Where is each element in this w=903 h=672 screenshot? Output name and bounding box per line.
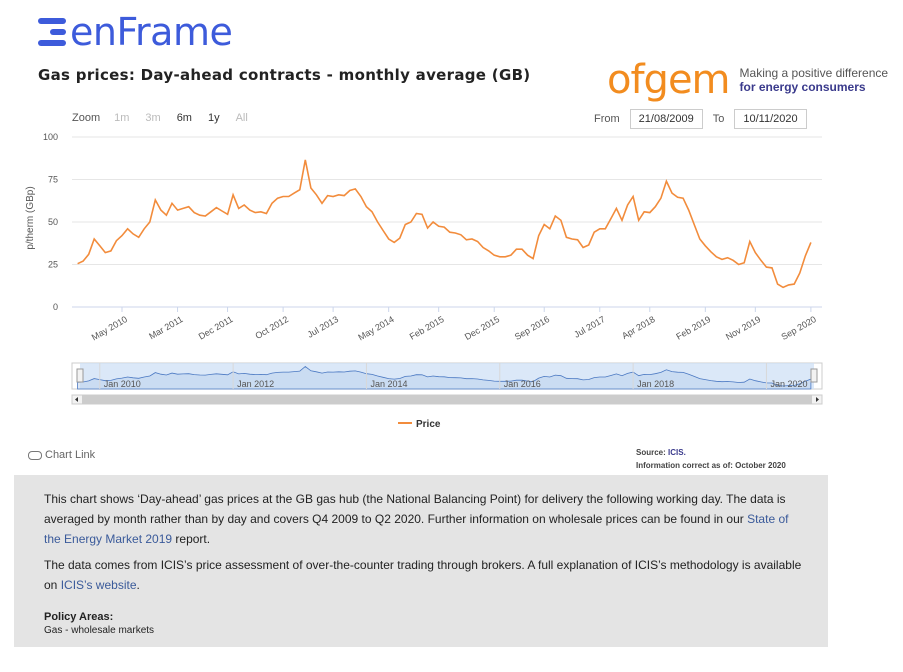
from-date-input[interactable]: 21/08/2009 (629, 109, 703, 129)
description-panel: This chart shows ‘Day-ahead’ gas prices … (14, 475, 828, 647)
y-tick-label: 100 (43, 132, 58, 142)
icis-website-link[interactable]: ICIS’s website (60, 578, 137, 592)
navigator-scrollbar-thumb[interactable] (82, 395, 812, 404)
y-tick-label: 0 (53, 302, 58, 312)
navigator[interactable]: Jan 2010 Jan 2012 Jan 2014 Jan 2016 Jan 2018… (71, 362, 823, 405)
x-tick-label: Feb 2015 (408, 314, 446, 342)
x-tick-label: Oct 2012 (253, 314, 290, 341)
x-tick-label: Nov 2019 (724, 314, 762, 342)
x-tick-label: May 2014 (356, 314, 395, 342)
zoom-label: Zoom (72, 112, 101, 124)
navigator-label: Jan 2020 (770, 379, 807, 389)
state-of-energy-market-link[interactable]: State of the Energy Market 2019 (44, 512, 789, 546)
y-tick-label: 50 (48, 217, 58, 227)
chart-link-label[interactable]: Chart Link (45, 449, 96, 461)
enframe-logo-text: enFrame (70, 10, 233, 54)
from-label: From (594, 113, 620, 125)
to-label: To (712, 113, 725, 125)
ofgem-tagline-2: for energy consumers (739, 80, 866, 94)
navigator-label: Jan 2014 (370, 379, 407, 389)
link-icon (28, 450, 42, 460)
x-tick-label: Dec 2011 (197, 314, 235, 342)
navigator-label: Jan 2012 (237, 379, 274, 389)
to-date-input[interactable]: 10/11/2020 (734, 109, 807, 129)
policy-areas-heading: Policy Areas: (44, 611, 114, 623)
x-axis: May 2010 Mar 2011 Dec 2011 Oct 2012 Jul 2013… (72, 306, 822, 342)
source-note: Source: ICIS. Information correct as of:… (636, 446, 786, 472)
navigator-label: Jan 2018 (637, 379, 674, 389)
ofgem-logo-text: ofgem (607, 57, 731, 103)
info-correct-note: Information correct as of: October 2020 (636, 461, 786, 470)
chart-link[interactable]: Chart Link (28, 449, 95, 461)
ofgem-logo: ofgem Making a positive difference for e… (607, 58, 888, 102)
price-chart: 0 25 50 75 100 p/therm (GBp) May 2010 Mar 201… (25, 132, 823, 430)
x-tick-label: Sep 2016 (513, 314, 551, 342)
source-link[interactable]: ICIS. (668, 448, 686, 457)
navigator-right-handle[interactable] (810, 368, 818, 383)
policy-areas-value: Gas - wholesale markets (44, 625, 155, 636)
scroll-right-icon[interactable] (816, 397, 819, 402)
enframe-logo: enFrame (38, 10, 233, 54)
navigator-left-handle[interactable] (76, 368, 84, 383)
zoom-1m-button[interactable]: 1m (114, 112, 130, 124)
x-tick-label: May 2010 (90, 314, 129, 342)
chart-grid (72, 136, 822, 308)
y-tick-label: 75 (48, 175, 58, 185)
y-axis: 0 25 50 75 100 (43, 132, 58, 312)
chart-title: Gas prices: Day-ahead contracts - monthl… (38, 66, 531, 84)
zoom-6m-button[interactable]: 6m (176, 112, 192, 124)
x-tick-label: Feb 2019 (674, 314, 712, 342)
ofgem-tagline-1: Making a positive difference (739, 66, 889, 80)
x-tick-label: Apr 2018 (620, 314, 657, 341)
enframe-logo-mark-icon (38, 16, 68, 48)
y-tick-label: 25 (48, 260, 58, 270)
scroll-left-icon[interactable] (75, 397, 78, 402)
description-paragraph-1: This chart shows ‘Day-ahead’ gas prices … (44, 492, 789, 546)
zoom-3m-button[interactable]: 3m (145, 112, 161, 124)
zoom-all-button[interactable]: All (235, 112, 248, 124)
x-tick-label: Sep 2020 (780, 314, 818, 342)
x-tick-label: Jul 2017 (572, 314, 606, 340)
legend-price-label[interactable]: Price (416, 419, 441, 430)
y-axis-title: p/therm (GBp) (25, 186, 36, 249)
navigator-label: Jan 2010 (104, 379, 141, 389)
navigator-label: Jan 2016 (504, 379, 541, 389)
x-tick-label: Jul 2013 (306, 314, 340, 340)
description-paragraph-2: The data comes from ICIS’s price assessm… (44, 558, 802, 592)
legend[interactable]: Price (398, 419, 441, 430)
x-tick-label: Mar 2011 (147, 314, 184, 341)
date-range-bar: From 21/08/2009 To 10/11/2020 (594, 109, 817, 129)
navigator-series (77, 365, 812, 390)
x-tick-label: Dec 2015 (463, 314, 501, 342)
source-label: Source: (636, 448, 666, 457)
series-line-price (77, 159, 812, 289)
zoom-bar: Zoom 1m 3m 6m 1y All (72, 110, 258, 126)
zoom-1y-button[interactable]: 1y (207, 112, 220, 124)
